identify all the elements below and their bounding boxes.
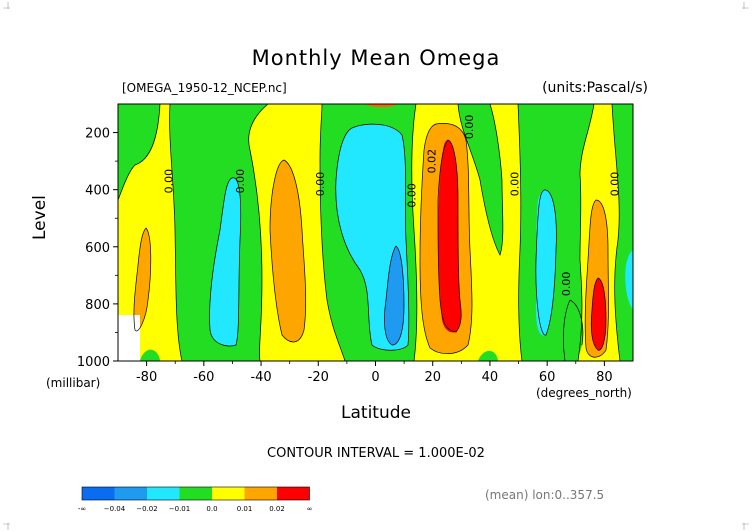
y-tick-label: 1000 [77,355,110,370]
x-unit-label: (degrees_north) [536,386,632,400]
region-ascent-nh-mid [535,189,557,336]
region-negative-nh-bottom [478,350,498,361]
y-tick-label: 800 [85,298,110,313]
contour-lines [118,104,621,361]
colorbar-label: 0.02 [269,505,285,513]
x-tick-label: -60 [193,370,214,385]
region-negative-sh-bottom [140,349,160,361]
region-negative-nh-subtropics [458,104,503,255]
region-strong-subsidence-nh-high [591,278,606,351]
contour-interval: CONTOUR INTERVAL = 1.000E-02 [267,446,485,461]
x-tick-label: 80 [596,370,613,385]
colorbar-swatch [114,487,147,500]
colorbar-label: -∞ [78,505,86,513]
colorbar-swatch [179,487,212,500]
x-axis-title: Latitude [341,403,411,423]
region-ascent-sh-mid [209,177,241,347]
colorbar-swatch [277,487,310,500]
x-tick-label: 20 [424,370,441,385]
region-subsidence-sh-high [133,228,151,331]
x-tick-label: -80 [136,370,157,385]
region-negative-sh-high [118,104,160,200]
region-positive-top-strip [365,104,398,107]
x-tick-label: -20 [308,370,329,385]
contour-label: 0.00 [314,172,327,197]
colorbar-swatch [147,487,180,500]
missing-data-patch [118,315,140,361]
colorbar: -∞ −0.04 −0.02 −0.01 0.0 0.01 0.02 ∞ [78,486,313,513]
colorbar-swatch [244,487,277,500]
contour-label-layer: 0.00 0.00 0.00 0.00 0.02 0.00 0.00 0.00 0.00 [162,115,621,297]
y-axis-title: Level [30,195,50,240]
contour-label: 0.00 [560,272,573,297]
units-label: (units:Pascal/s) [542,80,648,96]
colorbar-label: −0.04 [104,505,126,513]
colorbar-swatch [82,487,115,500]
region-ascent-nh-edge [625,250,633,310]
colorbar-label: 0.01 [237,505,253,513]
contour-label: 0.02 [426,149,439,174]
contour-plot [118,104,633,361]
colorbar-frame [81,486,310,501]
colorbar-label: 0.0 [206,505,217,513]
y-unit-label: (millibar) [46,376,101,390]
colorbar-swatch [212,487,245,500]
contour-label: 0.00 [162,169,175,194]
crop-marks [3,2,749,530]
colorbar-label: −0.02 [136,505,157,513]
region-negative-nh-polar [563,300,583,361]
x-tick-label: 0 [371,370,379,385]
chart-title: Monthly Mean Omega [251,46,501,70]
x-tick-label: -40 [250,370,271,385]
y-tick-label: 400 [85,184,110,199]
colorbar-label: ∞ [307,505,313,513]
y-axis: 200 400 600 800 1000 [77,127,118,370]
file-name: [OMEGA_1950-12_NCEP.nc] [122,81,287,95]
contour-label: 0.00 [509,172,522,197]
contour-label: 0.00 [406,183,419,208]
contour-label: 0.00 [234,169,247,194]
contour-label: 0.00 [609,172,622,197]
x-tick-label: 60 [539,370,556,385]
x-tick-label: 40 [482,370,499,385]
x-axis: -80 -60 -40 -20 0 20 40 60 80 [136,361,613,385]
colorbar-label: −0.01 [169,505,190,513]
region-strong-subsidence-nh-subtropics [438,140,462,333]
y-tick-label: 200 [85,127,110,142]
region-subsidence-sh-subtropics [270,160,306,342]
region-negative-sh-mid [169,104,268,361]
contour-label: 0.00 [463,115,476,140]
y-tick-label: 600 [85,241,110,256]
mean-note: (mean) lon:0..357.5 [485,488,605,502]
